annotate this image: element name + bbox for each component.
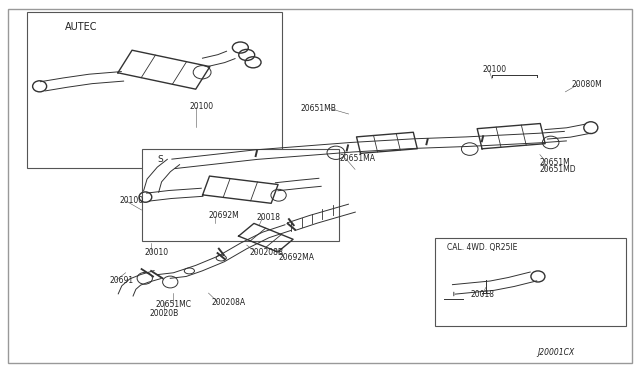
- Text: AUTEC: AUTEC: [65, 22, 98, 32]
- Bar: [141, 149, 339, 241]
- Text: 20651MD: 20651MD: [540, 165, 577, 174]
- Text: 200208B: 200208B: [250, 248, 284, 257]
- Text: 20651MB: 20651MB: [300, 104, 336, 113]
- Text: 20691: 20691: [109, 276, 134, 285]
- Bar: [435, 238, 626, 326]
- Text: 20692MA: 20692MA: [278, 253, 315, 263]
- Text: 20020B: 20020B: [149, 309, 179, 318]
- Text: 20018: 20018: [470, 291, 495, 299]
- Text: 20100: 20100: [189, 102, 214, 111]
- Text: 20018: 20018: [256, 213, 280, 222]
- Text: 20651MC: 20651MC: [156, 300, 191, 309]
- Text: 20651MA: 20651MA: [339, 154, 375, 163]
- Text: 200208A: 200208A: [212, 298, 246, 307]
- Text: J20001CX: J20001CX: [537, 348, 574, 357]
- Bar: [27, 13, 282, 167]
- Text: 20080M: 20080M: [572, 80, 602, 89]
- Text: S: S: [157, 155, 163, 164]
- Text: 20651M: 20651M: [540, 157, 571, 167]
- Text: 20010: 20010: [145, 248, 169, 257]
- Text: CAL. 4WD. QR25IE: CAL. 4WD. QR25IE: [447, 243, 518, 252]
- Text: 20692M: 20692M: [209, 211, 239, 220]
- Text: 20100: 20100: [119, 196, 143, 205]
- Text: 20100: 20100: [483, 65, 507, 74]
